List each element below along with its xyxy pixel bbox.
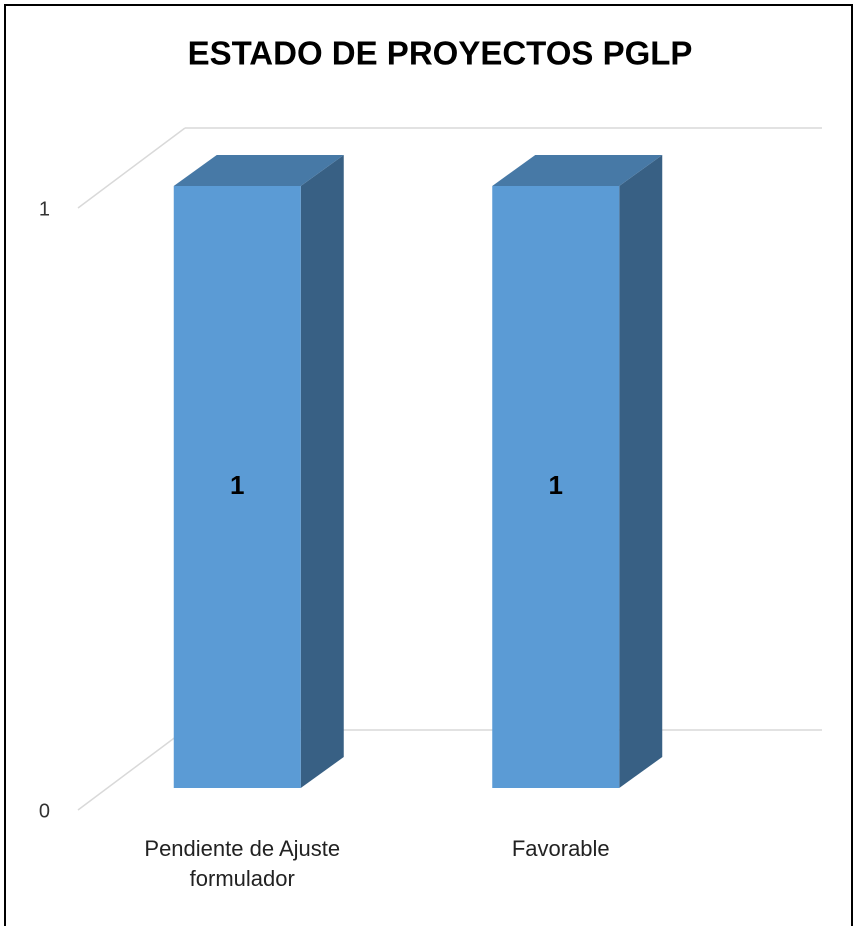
data-label: 1 — [230, 470, 244, 500]
grid-line — [77, 729, 186, 811]
bar — [492, 186, 620, 788]
grid-line — [77, 127, 186, 209]
bar-top — [173, 155, 344, 186]
bar-side — [300, 155, 344, 788]
y-tick-label: 1 — [39, 198, 50, 220]
data-label: 1 — [549, 470, 563, 500]
chart-title: ESTADO DE PROYECTOS PGLP — [188, 35, 693, 72]
y-tick-label: 0 — [39, 800, 50, 822]
bar-side — [619, 155, 663, 788]
bar — [173, 186, 301, 788]
bar-top — [492, 155, 663, 186]
x-tick-label: Pendiente de Ajuste formulador — [144, 836, 341, 891]
x-tick-label: Favorable — [511, 836, 610, 861]
chart-frame — [4, 4, 853, 926]
